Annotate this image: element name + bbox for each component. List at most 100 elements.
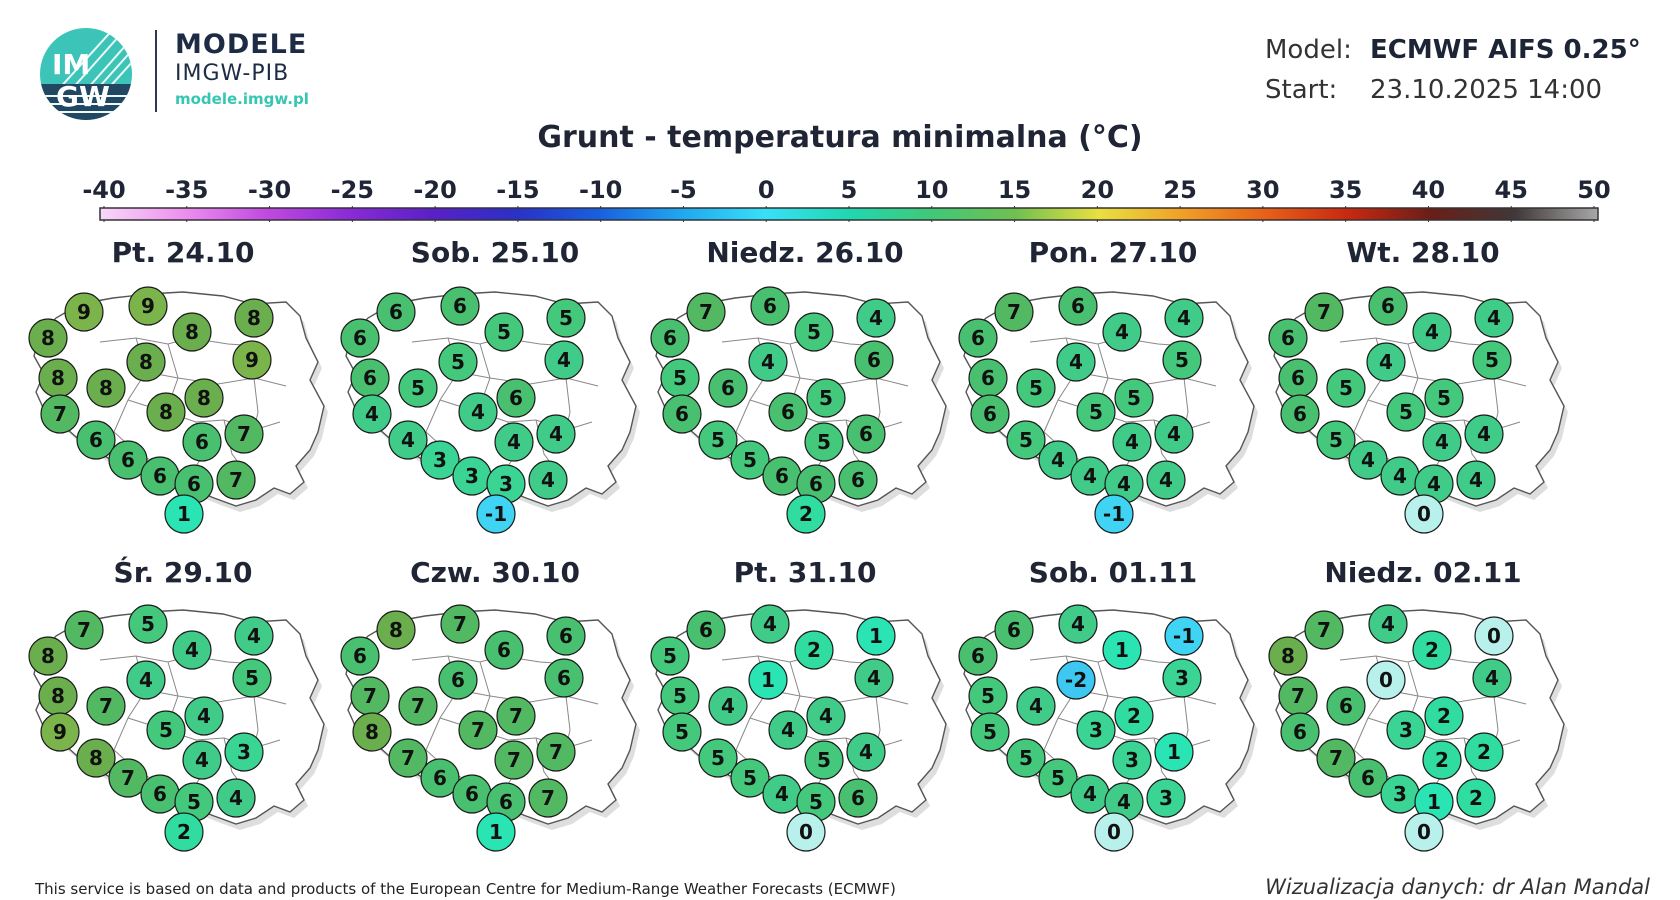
station-marker: 5 — [546, 298, 586, 338]
station-marker: 4 — [1164, 298, 1204, 338]
station-marker: 7 — [1304, 610, 1344, 650]
station-marker: 0 — [1404, 494, 1444, 534]
station-marker: 7 — [216, 460, 256, 500]
station-value: 6 — [1281, 326, 1295, 350]
station-value: 8 — [89, 746, 103, 770]
station-value: 6 — [433, 766, 447, 790]
station-marker: 0 — [786, 812, 826, 852]
station-marker: 6 — [420, 758, 460, 798]
station-circle — [806, 378, 846, 418]
station-value: 7 — [121, 766, 135, 790]
station-circle — [1366, 342, 1406, 382]
station-value: 4 — [761, 350, 775, 374]
station-marker: 5 — [662, 712, 702, 752]
station-circle — [794, 312, 834, 352]
station-circle — [544, 658, 584, 698]
station-circle — [164, 494, 204, 534]
station-value: 7 — [549, 740, 563, 764]
station-value: 6 — [1291, 366, 1305, 390]
station-circle — [232, 340, 272, 380]
station-value: 6 — [775, 464, 789, 488]
station-value: 5 — [187, 790, 201, 814]
station-circle — [1422, 740, 1462, 780]
station-value: 5 — [159, 718, 173, 742]
station-value: 4 — [1485, 666, 1499, 690]
station-value: 4 — [1379, 350, 1393, 374]
station-circle — [146, 710, 186, 750]
station-marker: 6 — [1348, 758, 1388, 798]
station-marker: 5 — [804, 740, 844, 780]
station-circle — [420, 440, 460, 480]
station-value: 7 — [401, 746, 415, 770]
station-marker: 4 — [182, 740, 222, 780]
scale-tick-label: 35 — [1329, 176, 1362, 204]
station-marker: 4 — [1422, 422, 1462, 462]
station-marker: 6 — [140, 774, 180, 814]
station-value: 3 — [465, 464, 479, 488]
station-value: 7 — [77, 618, 91, 642]
station-circle — [856, 616, 896, 656]
station-value: -1 — [485, 502, 507, 526]
station-value: 4 — [1117, 790, 1131, 814]
station-value: 4 — [365, 402, 379, 426]
station-marker: 4 — [172, 630, 212, 670]
station-marker: 9 — [40, 712, 80, 752]
station-value: 1 — [1167, 740, 1181, 764]
station-value: 0 — [1417, 820, 1431, 844]
station-marker: 7 — [994, 292, 1034, 332]
station-value: 8 — [1281, 644, 1295, 668]
station-value: 6 — [353, 326, 367, 350]
station-circle — [546, 616, 586, 656]
day-title: Czw. 30.10 — [410, 556, 580, 589]
station-marker: 3 — [420, 440, 460, 480]
station-marker: 4 — [1474, 298, 1514, 338]
station-circle — [146, 392, 186, 432]
model-value: ECMWF AIFS 0.25° — [1370, 35, 1641, 65]
station-marker: 9 — [128, 286, 168, 326]
station-circle — [476, 494, 516, 534]
station-circle — [994, 610, 1034, 650]
station-circle — [730, 758, 770, 798]
station-value: 5 — [983, 720, 997, 744]
station-marker: 5 — [1038, 758, 1078, 798]
station-marker: 2 — [786, 494, 826, 534]
station-value: 4 — [1083, 782, 1097, 806]
station-marker: 4 — [1016, 686, 1056, 726]
station-marker: 5 — [806, 378, 846, 418]
station-circle — [794, 630, 834, 670]
station-marker: 3 — [224, 732, 264, 772]
imgw-logo[interactable]: IM GW — [38, 26, 134, 122]
brand-url-link[interactable]: modele.imgw.pl — [175, 90, 309, 108]
station-value: 4 — [1167, 422, 1181, 446]
station-value: 9 — [245, 348, 259, 372]
station-circle — [1326, 686, 1366, 726]
station-circle — [1366, 660, 1406, 700]
station-value: 4 — [1117, 472, 1131, 496]
station-marker: 6 — [838, 778, 878, 818]
station-value: 7 — [507, 748, 521, 772]
station-value: 5 — [1127, 386, 1141, 410]
station-marker: 4 — [388, 420, 428, 460]
station-value: 1 — [869, 624, 883, 648]
station-value: 8 — [99, 376, 113, 400]
station-circle — [64, 610, 104, 650]
station-value: 8 — [389, 618, 403, 642]
station-circle — [86, 368, 126, 408]
station-circle — [234, 298, 274, 338]
station-circle — [1456, 778, 1496, 818]
station-value: 5 — [673, 366, 687, 390]
station-value: 3 — [1125, 748, 1139, 772]
station-marker: 1 — [856, 616, 896, 656]
scale-tick-label: -20 — [413, 176, 456, 204]
station-circle — [768, 710, 808, 750]
station-circle — [786, 494, 826, 534]
station-value: 7 — [471, 718, 485, 742]
station-circle — [1404, 812, 1444, 852]
station-circle — [216, 778, 256, 818]
station-circle — [1164, 616, 1204, 656]
station-value: 6 — [89, 428, 103, 452]
station-marker: 6 — [486, 782, 526, 822]
station-value: 3 — [1159, 786, 1173, 810]
